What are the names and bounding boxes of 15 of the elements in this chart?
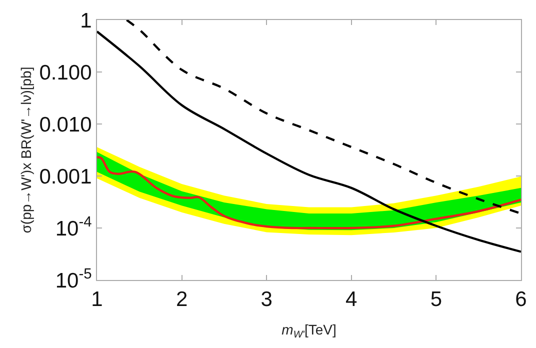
y-tick-label: 1	[80, 9, 92, 32]
y-tick-label: 10$^{-5}$	[55, 266, 92, 292]
x-tick-label: 5	[430, 288, 442, 312]
y-tick-label: 0.100	[39, 61, 92, 84]
y-tick-label: 10$^{-4}$	[55, 214, 92, 240]
x-tick-label: 2	[176, 288, 188, 312]
x-tick-label: 3	[260, 288, 272, 312]
x-axis-title: m$_{W'}$[TeV]	[282, 322, 336, 340]
line-series	[97, 30, 521, 253]
y-axis-title: σ(pp→W')x BR(W'→lν)[pb]	[18, 66, 34, 234]
x-tick-label: 4	[346, 288, 358, 312]
y-tick-label: 0.010	[39, 113, 92, 136]
y-tick-label: 0.001	[39, 165, 92, 188]
line-series	[126, 20, 521, 215]
x-tick-label: 6	[515, 288, 527, 312]
